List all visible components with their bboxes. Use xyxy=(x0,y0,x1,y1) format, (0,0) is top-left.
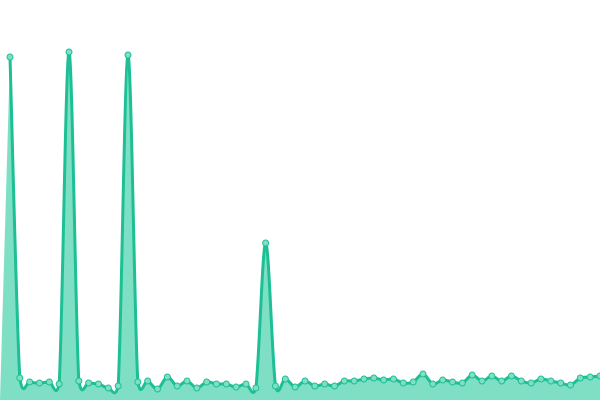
data-point xyxy=(468,371,476,379)
data-point xyxy=(222,380,230,388)
data-point xyxy=(370,374,378,382)
data-point xyxy=(163,373,171,381)
data-point xyxy=(537,375,545,383)
data-point xyxy=(36,379,43,387)
data-point xyxy=(301,377,309,385)
data-point xyxy=(576,374,584,382)
data-point xyxy=(213,380,220,388)
data-point xyxy=(399,379,407,387)
data-point xyxy=(517,377,525,385)
data-point xyxy=(16,374,24,382)
data-point xyxy=(547,377,555,385)
data-point xyxy=(85,379,93,387)
data-point xyxy=(321,380,329,388)
data-point xyxy=(193,384,201,392)
data-point xyxy=(409,378,417,386)
data-point xyxy=(104,384,112,392)
data-point xyxy=(586,373,594,381)
data-point xyxy=(281,375,289,383)
data-point xyxy=(498,377,506,385)
data-point xyxy=(272,382,279,390)
data-point xyxy=(203,378,211,386)
data-point xyxy=(65,48,73,56)
data-point xyxy=(134,378,142,386)
data-point xyxy=(419,370,427,378)
data-point xyxy=(390,375,397,383)
data-point xyxy=(429,380,437,388)
data-point xyxy=(340,377,348,385)
data-point xyxy=(6,53,14,61)
data-point xyxy=(183,377,191,385)
data-point xyxy=(154,385,161,393)
data-point xyxy=(439,376,447,384)
data-point xyxy=(508,372,515,380)
data-point xyxy=(567,381,574,389)
data-point xyxy=(55,380,63,388)
data-point xyxy=(26,378,34,386)
data-point xyxy=(449,378,456,386)
data-point xyxy=(488,372,496,380)
area-fill xyxy=(0,51,600,400)
data-point xyxy=(95,380,102,388)
data-point xyxy=(360,375,368,383)
data-point xyxy=(350,377,358,385)
data-point xyxy=(331,382,338,390)
data-point xyxy=(291,383,299,391)
area-line xyxy=(8,50,600,395)
data-point xyxy=(144,377,152,385)
data-point xyxy=(380,376,388,384)
data-point xyxy=(527,379,535,387)
data-point xyxy=(232,383,240,391)
data-point xyxy=(45,378,53,386)
data-point xyxy=(242,380,250,388)
data-point xyxy=(124,51,132,59)
data-point xyxy=(262,239,270,247)
data-point xyxy=(173,382,181,390)
data-point xyxy=(75,377,83,385)
data-point xyxy=(458,379,466,387)
data-point xyxy=(557,379,565,387)
data-point xyxy=(596,372,600,380)
data-point xyxy=(252,384,260,392)
data-point xyxy=(114,382,122,390)
data-point xyxy=(478,377,486,385)
data-point xyxy=(311,382,319,390)
